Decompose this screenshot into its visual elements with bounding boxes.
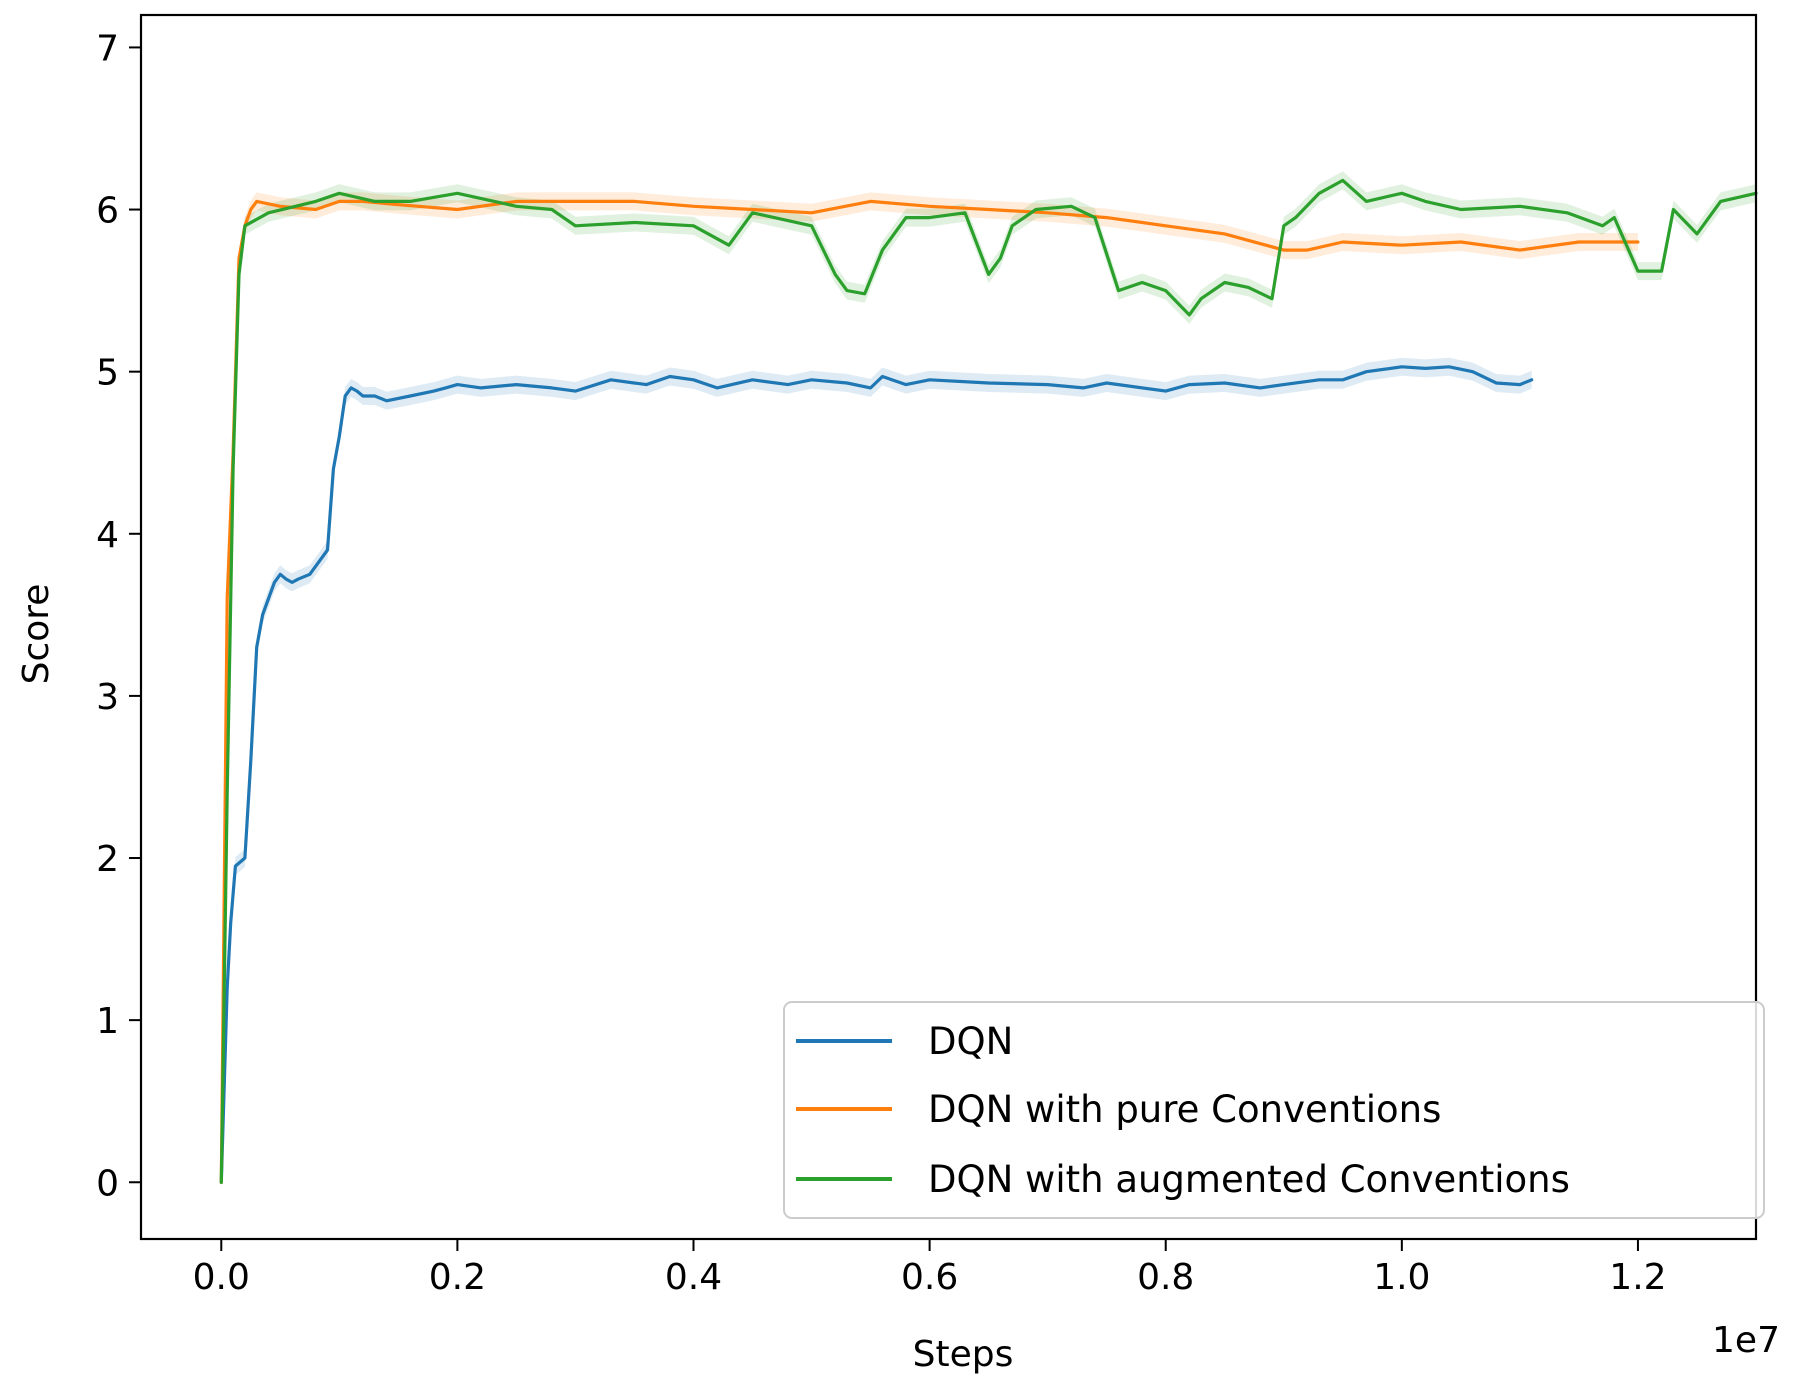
y-tick-label: 0 bbox=[96, 1163, 119, 1204]
series-line-2 bbox=[219, 178, 1758, 1184]
legend: DQN DQN with pure Conventions DQN with aug… bbox=[783, 1001, 1765, 1219]
x-tick-label: 0.0 bbox=[193, 1257, 250, 1298]
legend-frame bbox=[783, 1001, 1765, 1219]
series-lines bbox=[219, 178, 1758, 1184]
x-tick-label: 1.2 bbox=[1609, 1257, 1666, 1298]
y-tick-label: 4 bbox=[96, 515, 119, 556]
x-tick-label: 1.0 bbox=[1373, 1257, 1430, 1298]
y-tick-label: 3 bbox=[96, 677, 119, 718]
y-tick-label: 7 bbox=[96, 28, 119, 69]
y-axis: 0 1 2 3 4 5 6 7 bbox=[96, 28, 141, 1204]
x-axis: 0.0 0.2 0.4 0.6 0.8 1.0 1.2 bbox=[193, 1239, 1667, 1298]
x-tick-label: 0.8 bbox=[1137, 1257, 1194, 1298]
y-tick-label: 1 bbox=[96, 1001, 119, 1042]
y-tick-label: 5 bbox=[96, 353, 119, 394]
legend-label: DQN with augmented Conventions bbox=[928, 1158, 1570, 1201]
y-axis-label: Score bbox=[16, 584, 57, 685]
x-axis-offset-label: 1e7 bbox=[1712, 1320, 1780, 1361]
y-tick-label: 6 bbox=[96, 191, 119, 232]
plot-frame bbox=[139, 13, 1758, 1241]
x-tick-label: 0.4 bbox=[665, 1257, 722, 1298]
y-tick-label: 2 bbox=[96, 839, 119, 880]
series-line-1 bbox=[219, 199, 1640, 1184]
legend-label: DQN with pure Conventions bbox=[928, 1088, 1441, 1131]
series-line-0 bbox=[219, 365, 1534, 1184]
legend-label: DQN bbox=[928, 1020, 1013, 1063]
x-axis-label: Steps bbox=[913, 1334, 1014, 1375]
x-tick-label: 0.2 bbox=[429, 1257, 486, 1298]
x-tick-label: 0.6 bbox=[901, 1257, 958, 1298]
